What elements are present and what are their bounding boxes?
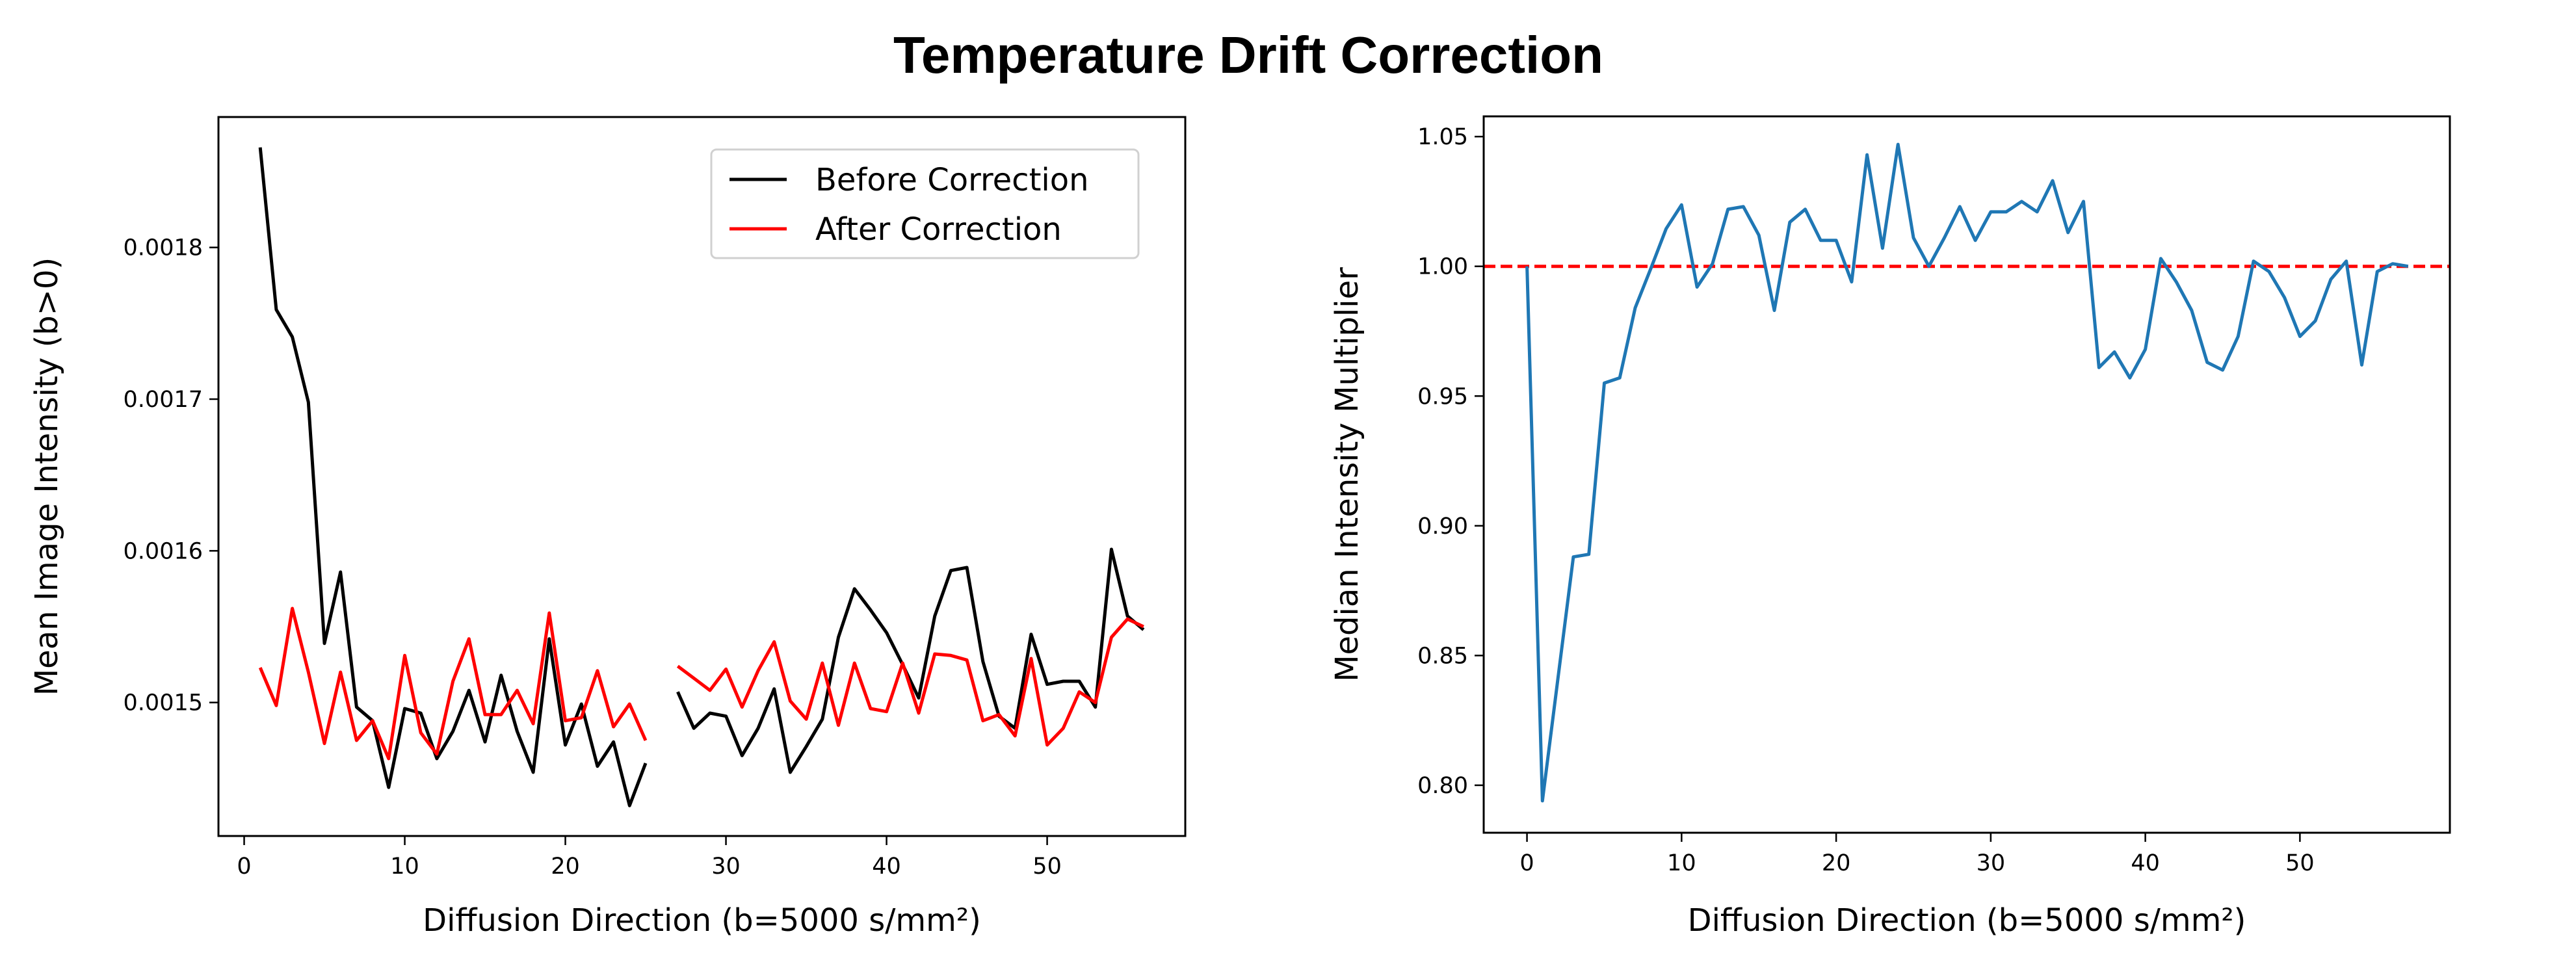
y-tick-label: 1.00 bbox=[1417, 254, 1468, 280]
y-axis-label: Mean Image Intensity (b>0) bbox=[29, 257, 65, 696]
y-tick-label: 0.0018 bbox=[124, 235, 203, 261]
y-tick-label: 0.80 bbox=[1417, 773, 1468, 799]
x-tick-label: 10 bbox=[1667, 850, 1696, 876]
y-tick-label: 0.0016 bbox=[124, 538, 203, 564]
series-line-multiplier bbox=[1525, 142, 2409, 803]
legend-box bbox=[710, 148, 1140, 259]
legend-label: Before Correction bbox=[815, 162, 1089, 198]
y-axis-label: Median Intensity Multiplier bbox=[1329, 267, 1365, 682]
x-tick-label: 0 bbox=[237, 854, 251, 880]
legend: Before Correction After Correction bbox=[710, 148, 1140, 259]
y-tick-label: 0.0017 bbox=[124, 387, 203, 413]
y-tick-label: 0.0015 bbox=[124, 690, 203, 716]
y-tick-label: 0.90 bbox=[1417, 514, 1468, 540]
x-axis-label: Diffusion Direction (b=5000 s/mm²) bbox=[423, 902, 981, 939]
x-tick-label: 20 bbox=[551, 854, 580, 880]
y-tick-label: 0.95 bbox=[1417, 384, 1468, 410]
y-tick-label: 1.05 bbox=[1417, 124, 1468, 150]
x-tick-label: 30 bbox=[711, 854, 741, 880]
x-tick-label: 10 bbox=[390, 854, 419, 880]
figure-title: Temperature Drift Correction bbox=[893, 26, 1603, 84]
right-chart-multiplier: 0 10 20 30 40 50 0.80 0.85 0.90 0.95 1.00 1.05 Diffu… bbox=[1329, 115, 2451, 939]
x-tick-label: 0 bbox=[1519, 850, 1534, 876]
x-tick-label: 40 bbox=[2131, 850, 2160, 876]
left-chart-intensity: 0 10 20 30 40 50 0.0015 0.0016 0.0017 0.0018 Diffu… bbox=[29, 116, 1187, 939]
x-axis-label: Diffusion Direction (b=5000 s/mm²) bbox=[1688, 902, 2246, 939]
series-line-before-correction bbox=[258, 147, 1145, 807]
legend-label: After Correction bbox=[815, 211, 1062, 248]
y-tick-label: 0.85 bbox=[1417, 643, 1468, 669]
axes-frame bbox=[1482, 115, 2451, 834]
x-tick-label: 50 bbox=[2285, 850, 2315, 876]
x-tick-label: 20 bbox=[1822, 850, 1851, 876]
series-line-after-correction bbox=[258, 607, 1144, 761]
x-tick-label: 50 bbox=[1032, 854, 1062, 880]
x-tick-label: 30 bbox=[1977, 850, 2006, 876]
axes-frame bbox=[217, 116, 1187, 837]
x-tick-label: 40 bbox=[872, 854, 901, 880]
